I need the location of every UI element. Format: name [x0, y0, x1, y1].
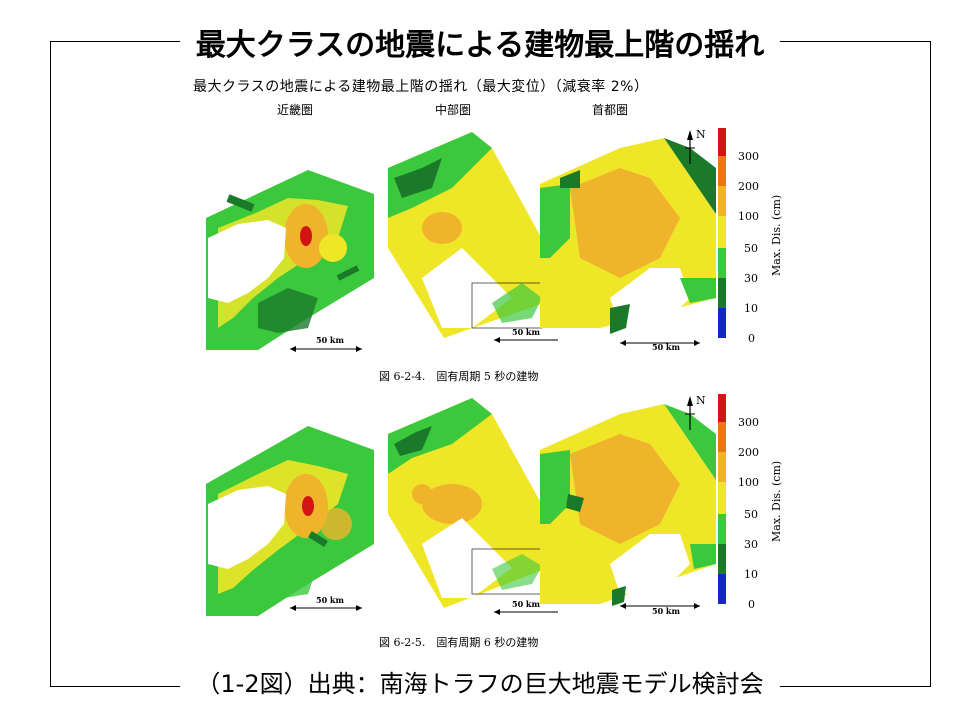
map-shutoken-5s: 50 km: [540, 138, 716, 352]
region-label-shutoken: 首都圏: [592, 103, 629, 117]
legend-tick: 300: [738, 150, 759, 163]
map-chubu-6s: 50 km: [388, 398, 558, 615]
frame-top-left: [50, 41, 180, 42]
frame-bottom-left: [50, 686, 180, 687]
legend-tick: 0: [748, 598, 755, 611]
map-kinki-6s: 50 km: [206, 426, 374, 616]
frame-right: [930, 41, 931, 687]
color-scale: [718, 128, 726, 338]
scale-label: 50 km: [652, 342, 680, 352]
legend-tick: 0: [748, 332, 755, 345]
figure-caption-6s: 図 6-2-5. 固有周期 6 秒の建物: [379, 636, 539, 649]
legend-tick: 100: [738, 476, 759, 489]
legend-tick: 50: [744, 508, 758, 521]
scale-label: 50 km: [652, 606, 680, 616]
legend-5s: N 300 200 100 50 30 10 0 Max. Dis. (cm): [685, 128, 783, 345]
figure-caption-5s: 図 6-2-4. 固有周期 5 秒の建物: [379, 370, 539, 383]
legend-tick: 50: [744, 242, 758, 255]
legend-tick: 30: [744, 272, 758, 285]
legend-tick: 10: [744, 568, 758, 581]
legend-tick: 200: [738, 180, 759, 193]
source-footer: （1-2図）出典：南海トラフの巨大地震モデル検討会: [180, 666, 780, 702]
north-arrow-icon: N: [685, 394, 706, 430]
north-arrow-icon: N: [685, 128, 706, 164]
legend-tick: 30: [744, 538, 758, 551]
scale-label: 50 km: [512, 599, 540, 609]
legend-tick: 100: [738, 210, 759, 223]
legend-axis-title: Max. Dis. (cm): [770, 461, 783, 542]
scale-label: 50 km: [316, 335, 344, 345]
color-scale: [718, 394, 726, 604]
page-title: 最大クラスの地震による建物最上階の揺れ: [180, 24, 780, 68]
north-label: N: [696, 128, 706, 141]
north-label: N: [696, 394, 706, 407]
scale-label: 50 km: [512, 327, 540, 337]
region-label-chubu: 中部圏: [435, 103, 472, 117]
map-chubu-5s: 50 km: [388, 132, 558, 343]
legend-axis-title: Max. Dis. (cm): [770, 195, 783, 276]
scale-label: 50 km: [316, 595, 344, 605]
legend-tick: 10: [744, 302, 758, 315]
frame-left: [50, 41, 51, 687]
map-kinki-5s: 50 km: [206, 170, 374, 352]
region-label-kinki: 近畿圏: [277, 103, 314, 117]
legend-tick: 200: [738, 446, 759, 459]
figure-subtitle: 最大クラスの地震による建物最上階の揺れ（最大変位）（減衰率 2%）: [193, 79, 649, 95]
legend-tick: 300: [738, 416, 759, 429]
frame-top-right: [780, 41, 930, 42]
legend-6s: N 300 200 100 50 30 10 0 Max. Dis. (cm): [685, 394, 783, 611]
frame-bottom-right: [780, 686, 930, 687]
map-shutoken-6s: 50 km: [540, 404, 716, 616]
